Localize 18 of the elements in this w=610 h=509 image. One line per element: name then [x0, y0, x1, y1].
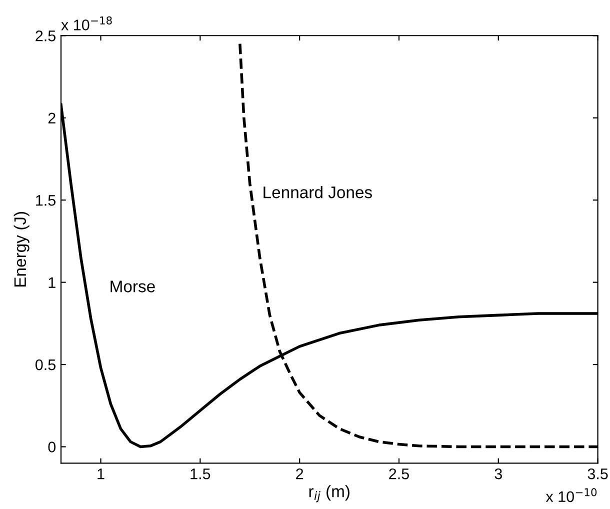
y-tick-label: 1.5	[36, 195, 56, 206]
text: x 10$^{−18}$	[61, 16, 112, 30]
x-tick-label: 3	[494, 468, 502, 480]
x-tick-label: 1	[98, 468, 104, 480]
y-tick-label: 2.5	[36, 30, 56, 42]
x-axis-title: r$_{ij}$ (m)	[309, 485, 350, 502]
x-tick-label: 1.5	[190, 468, 210, 480]
text: x 10$^{−10}$	[546, 488, 597, 502]
x-tick-label: 2	[296, 468, 304, 480]
y-axis-title: Energy (J)	[14, 212, 30, 286]
y-tick-label: 0.5	[36, 359, 56, 370]
series-label: Morse	[110, 280, 155, 292]
y-tick-label: 0	[48, 442, 56, 452]
x-tick-label: 2.5	[389, 468, 409, 480]
x-tick-label: 3.5	[588, 468, 608, 480]
y-tick-label: 2	[48, 112, 56, 124]
y-tick-label: 1	[48, 277, 56, 288]
series-label: Lennard Jones	[264, 186, 372, 198]
